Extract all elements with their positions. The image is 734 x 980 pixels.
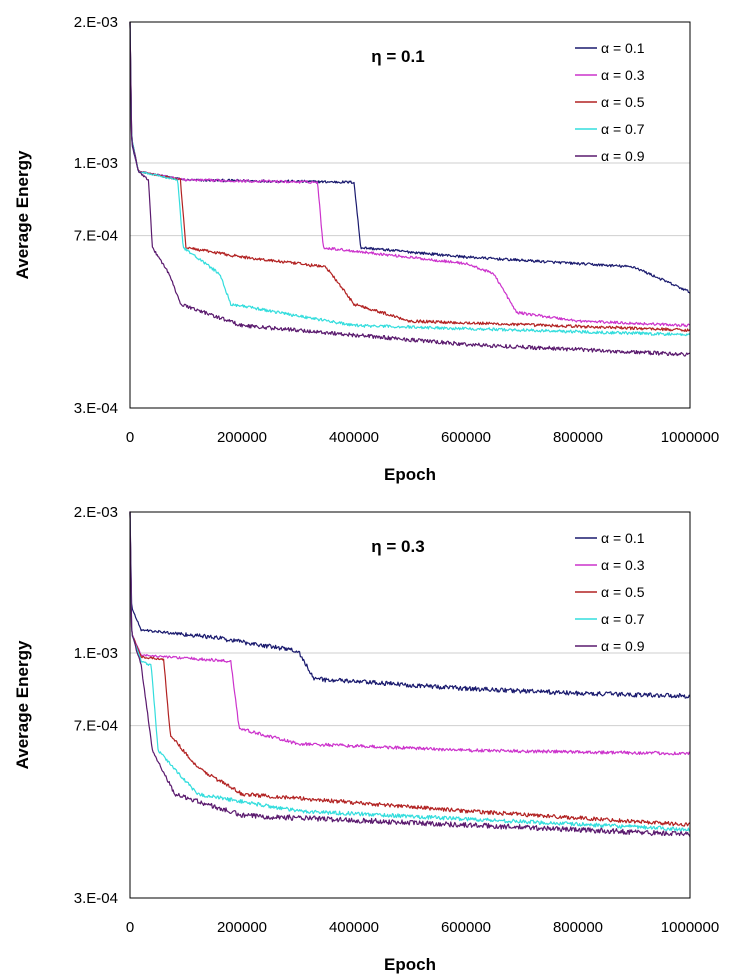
legend-label: α = 0.9	[601, 638, 645, 654]
x-tick-label: 200000	[217, 429, 267, 446]
x-axis-title: Epoch	[384, 955, 436, 974]
y-tick-label: 7.E-04	[74, 228, 118, 245]
grid-lines	[130, 652, 690, 727]
x-tick-label: 800000	[553, 429, 603, 446]
y-axis-title: Average Energy	[13, 640, 32, 769]
series-line-2	[129, 22, 691, 328]
series-line-3	[129, 21, 691, 332]
y-tick-labels: 3.E-04 7.E-04 1.E-03 2.E-03	[74, 504, 118, 907]
grid-lines	[130, 162, 690, 237]
x-tick-labels: 0 200000 400000 600000 800000 1000000	[126, 429, 719, 446]
series-layer	[129, 511, 691, 838]
chart-panel-top: 0 200000 400000 600000 800000 1000000 3.E-04 7…	[13, 14, 719, 484]
series-line-3	[129, 512, 691, 827]
x-tick-label: 0	[126, 919, 134, 936]
y-tick-label: 1.E-03	[74, 155, 118, 172]
legend-label: α = 0.3	[601, 557, 645, 573]
legend-label: α = 0.7	[601, 611, 645, 627]
series-layer	[129, 21, 691, 357]
x-tick-label: 1000000	[661, 919, 719, 936]
y-tick-label: 1.E-03	[74, 645, 118, 662]
x-tick-label: 800000	[553, 919, 603, 936]
chart-svg-eta-0-1: 0 200000 400000 600000 800000 1000000 3.E-04 7…	[13, 14, 719, 484]
x-tick-labels: 0 200000 400000 600000 800000 1000000	[126, 919, 719, 936]
series-line-5	[129, 511, 691, 838]
chart-svg-eta-0-3: 0 200000 400000 600000 800000 1000000 3.E-04 7…	[13, 504, 719, 974]
legend-label: α = 0.5	[601, 584, 645, 600]
x-tick-label: 1000000	[661, 429, 719, 446]
y-tick-label: 2.E-03	[74, 504, 118, 521]
x-tick-label: 200000	[217, 919, 267, 936]
legend-label: α = 0.9	[601, 148, 645, 164]
series-line-2	[129, 511, 691, 756]
legend-label: α = 0.1	[601, 530, 645, 546]
y-tick-label: 3.E-04	[74, 400, 118, 417]
plot-area-frame	[129, 21, 691, 409]
y-tick-label: 3.E-04	[74, 890, 118, 907]
x-tick-label: 400000	[329, 919, 379, 936]
x-tick-label: 400000	[329, 429, 379, 446]
y-tick-label: 2.E-03	[74, 14, 118, 31]
eta-annotation: η = 0.3	[371, 537, 424, 556]
x-tick-label: 600000	[441, 919, 491, 936]
y-tick-labels: 3.E-04 7.E-04 1.E-03 2.E-03	[74, 14, 118, 417]
x-axis-title: Epoch	[384, 465, 436, 484]
series-line-4	[129, 512, 691, 832]
plot-area-frame	[129, 511, 691, 899]
chart-panel-bottom: 0 200000 400000 600000 800000 1000000 3.E-04 7…	[0, 490, 734, 980]
legend-label: α = 0.7	[601, 121, 645, 137]
legend: α = 0.1 α = 0.3 α = 0.5 α = 0.7 α = 0.9	[575, 40, 645, 164]
series-line-5	[129, 22, 691, 357]
y-tick-label: 7.E-04	[74, 718, 118, 735]
y-axis-title: Average Energy	[13, 150, 32, 279]
legend: α = 0.1 α = 0.3 α = 0.5 α = 0.7 α = 0.9	[575, 530, 645, 654]
series-line-1	[129, 512, 691, 699]
eta-annotation: η = 0.1	[371, 47, 424, 66]
legend-label: α = 0.3	[601, 67, 645, 83]
legend-label: α = 0.5	[601, 94, 645, 110]
x-tick-label: 600000	[441, 429, 491, 446]
x-tick-label: 0	[126, 429, 134, 446]
series-line-4	[129, 21, 691, 337]
legend-label: α = 0.1	[601, 40, 645, 56]
